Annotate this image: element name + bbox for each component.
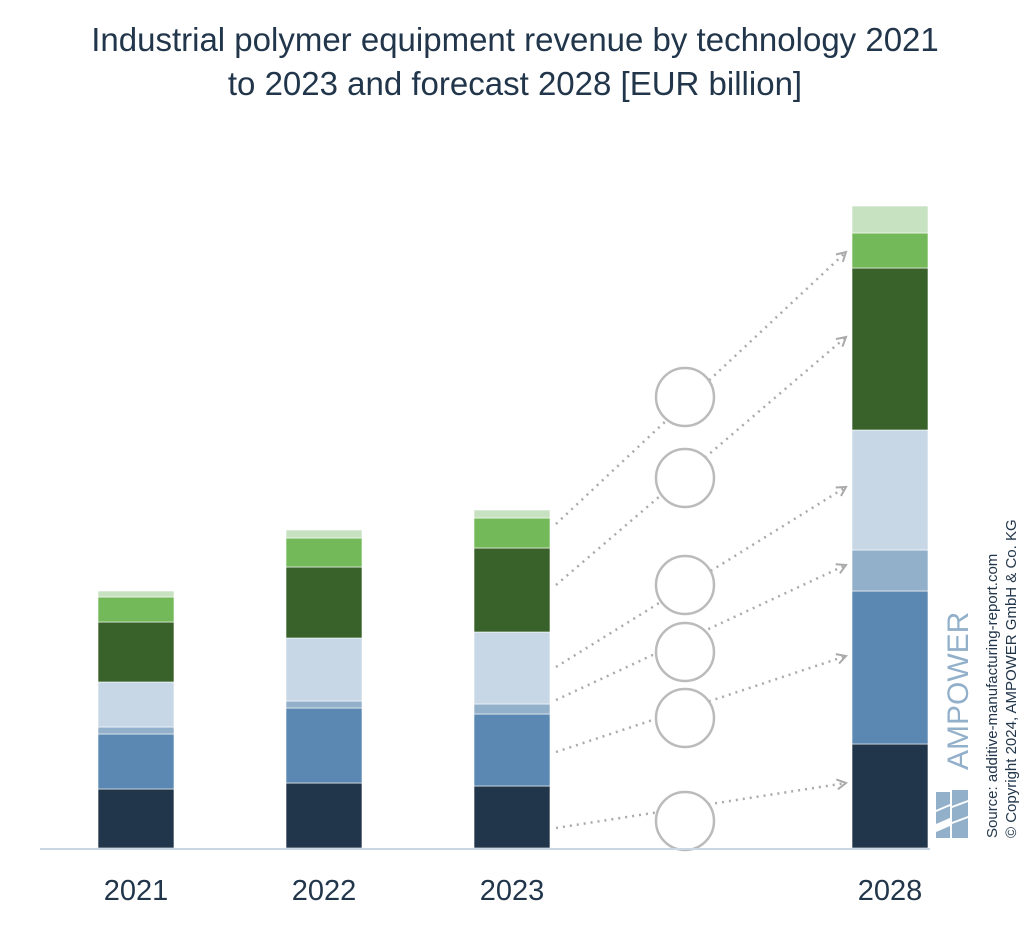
bar-segment-2023-6: [473, 509, 551, 519]
x-tick-label-2021: 2021: [104, 875, 169, 907]
bar-segment-2023-3: [473, 631, 551, 705]
bar-segment-2021-0: [97, 788, 175, 849]
chart-title: Industrial polymer equipment revenue by …: [0, 18, 1030, 106]
bar-segment-2023-2: [473, 703, 551, 715]
bar-segment-2021-1: [97, 733, 175, 790]
bar-segment-2022-2: [285, 700, 363, 709]
growth-circle: [654, 554, 716, 616]
x-tick-label-2028: 2028: [858, 875, 923, 907]
growth-circle: [654, 366, 716, 428]
ampower-logo-icon: [936, 790, 968, 838]
bar-segment-2023-1: [473, 713, 551, 787]
title-line-1: Industrial polymer equipment revenue by …: [91, 21, 939, 58]
bar-segment-2021-5: [97, 596, 175, 623]
copyright-text: © Copyright 2024, AMPOWER GmbH & Co. KG: [1003, 519, 1020, 838]
bar-segment-2022-0: [285, 782, 363, 849]
bar-segment-2023-4: [473, 547, 551, 633]
title-line-2: to 2023 and forecast 2028 [EUR billion]: [227, 65, 803, 102]
growth-arrow: [555, 487, 846, 669]
bar-segment-2023-5: [473, 517, 551, 549]
bar-segment-2028-6: [851, 205, 929, 234]
bar-segment-2028-3: [851, 429, 929, 551]
bar-segment-2022-3: [285, 637, 363, 702]
bar-segment-2022-4: [285, 566, 363, 639]
growth-arrow: [555, 565, 846, 702]
bar-segment-2022-1: [285, 707, 363, 784]
bar-segment-2021-4: [97, 621, 175, 683]
growth-circle: [654, 790, 716, 852]
bar-segment-2028-5: [851, 232, 929, 269]
bar-segment-2023-0: [473, 785, 551, 849]
bar-segment-2028-4: [851, 267, 929, 431]
x-tick-label-2023: 2023: [480, 875, 545, 907]
bar-segment-2022-6: [285, 529, 363, 539]
bar-segment-2021-2: [97, 726, 175, 735]
growth-arrow: [555, 656, 846, 754]
bar-segment-2028-0: [851, 743, 929, 849]
growth-circle: [654, 447, 716, 509]
bar-segment-2028-1: [851, 590, 929, 745]
bar-segment-2028-2: [851, 549, 929, 592]
growth-circle: [654, 687, 716, 749]
source-text: Source: additive-manufacturing-report.co…: [984, 553, 1001, 838]
bar-segment-2021-6: [97, 590, 175, 598]
bar-segment-2022-5: [285, 537, 363, 568]
growth-circle: [654, 621, 716, 683]
bar-segment-2021-3: [97, 681, 175, 728]
x-tick-label-2022: 2022: [292, 875, 357, 907]
ampower-logo-text: AMPOWER: [942, 612, 975, 770]
